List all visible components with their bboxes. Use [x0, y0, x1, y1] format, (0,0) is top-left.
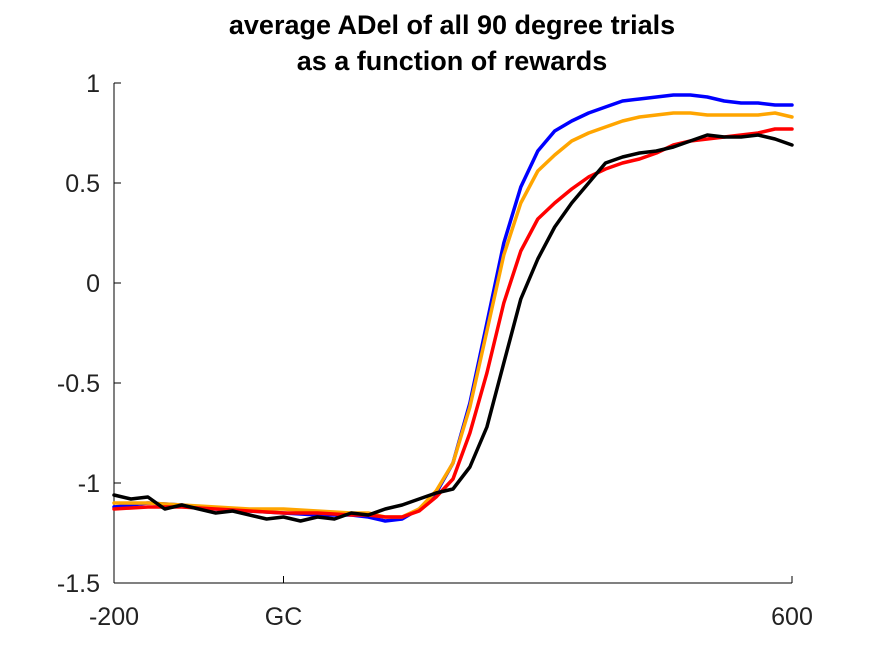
chart-subtitle: as a function of rewards — [297, 46, 608, 76]
series-line-2 — [112, 127, 794, 519]
y-tick-label-2: 0 — [86, 270, 100, 298]
chart-title: average ADel of all 90 degree trials — [229, 10, 675, 40]
x-tick-label-0: -200 — [89, 603, 139, 631]
axes: 1 0.5 0 -0.5 -1 -1.5 -200 GC 600 — [57, 70, 813, 631]
series-line-3 — [112, 133, 794, 523]
y-tick-label-3: -0.5 — [57, 370, 100, 398]
x-tick-label-2: 600 — [771, 603, 813, 631]
series-layer — [112, 93, 794, 523]
x-tick-label-1: GC — [265, 603, 303, 631]
y-tick-label-0: 1 — [86, 70, 100, 98]
y-tick-label-4: -1 — [78, 470, 100, 498]
y-tick-label-5: -1.5 — [57, 570, 100, 598]
y-tick-label-1: 0.5 — [65, 170, 100, 198]
series-line-1 — [112, 111, 794, 519]
